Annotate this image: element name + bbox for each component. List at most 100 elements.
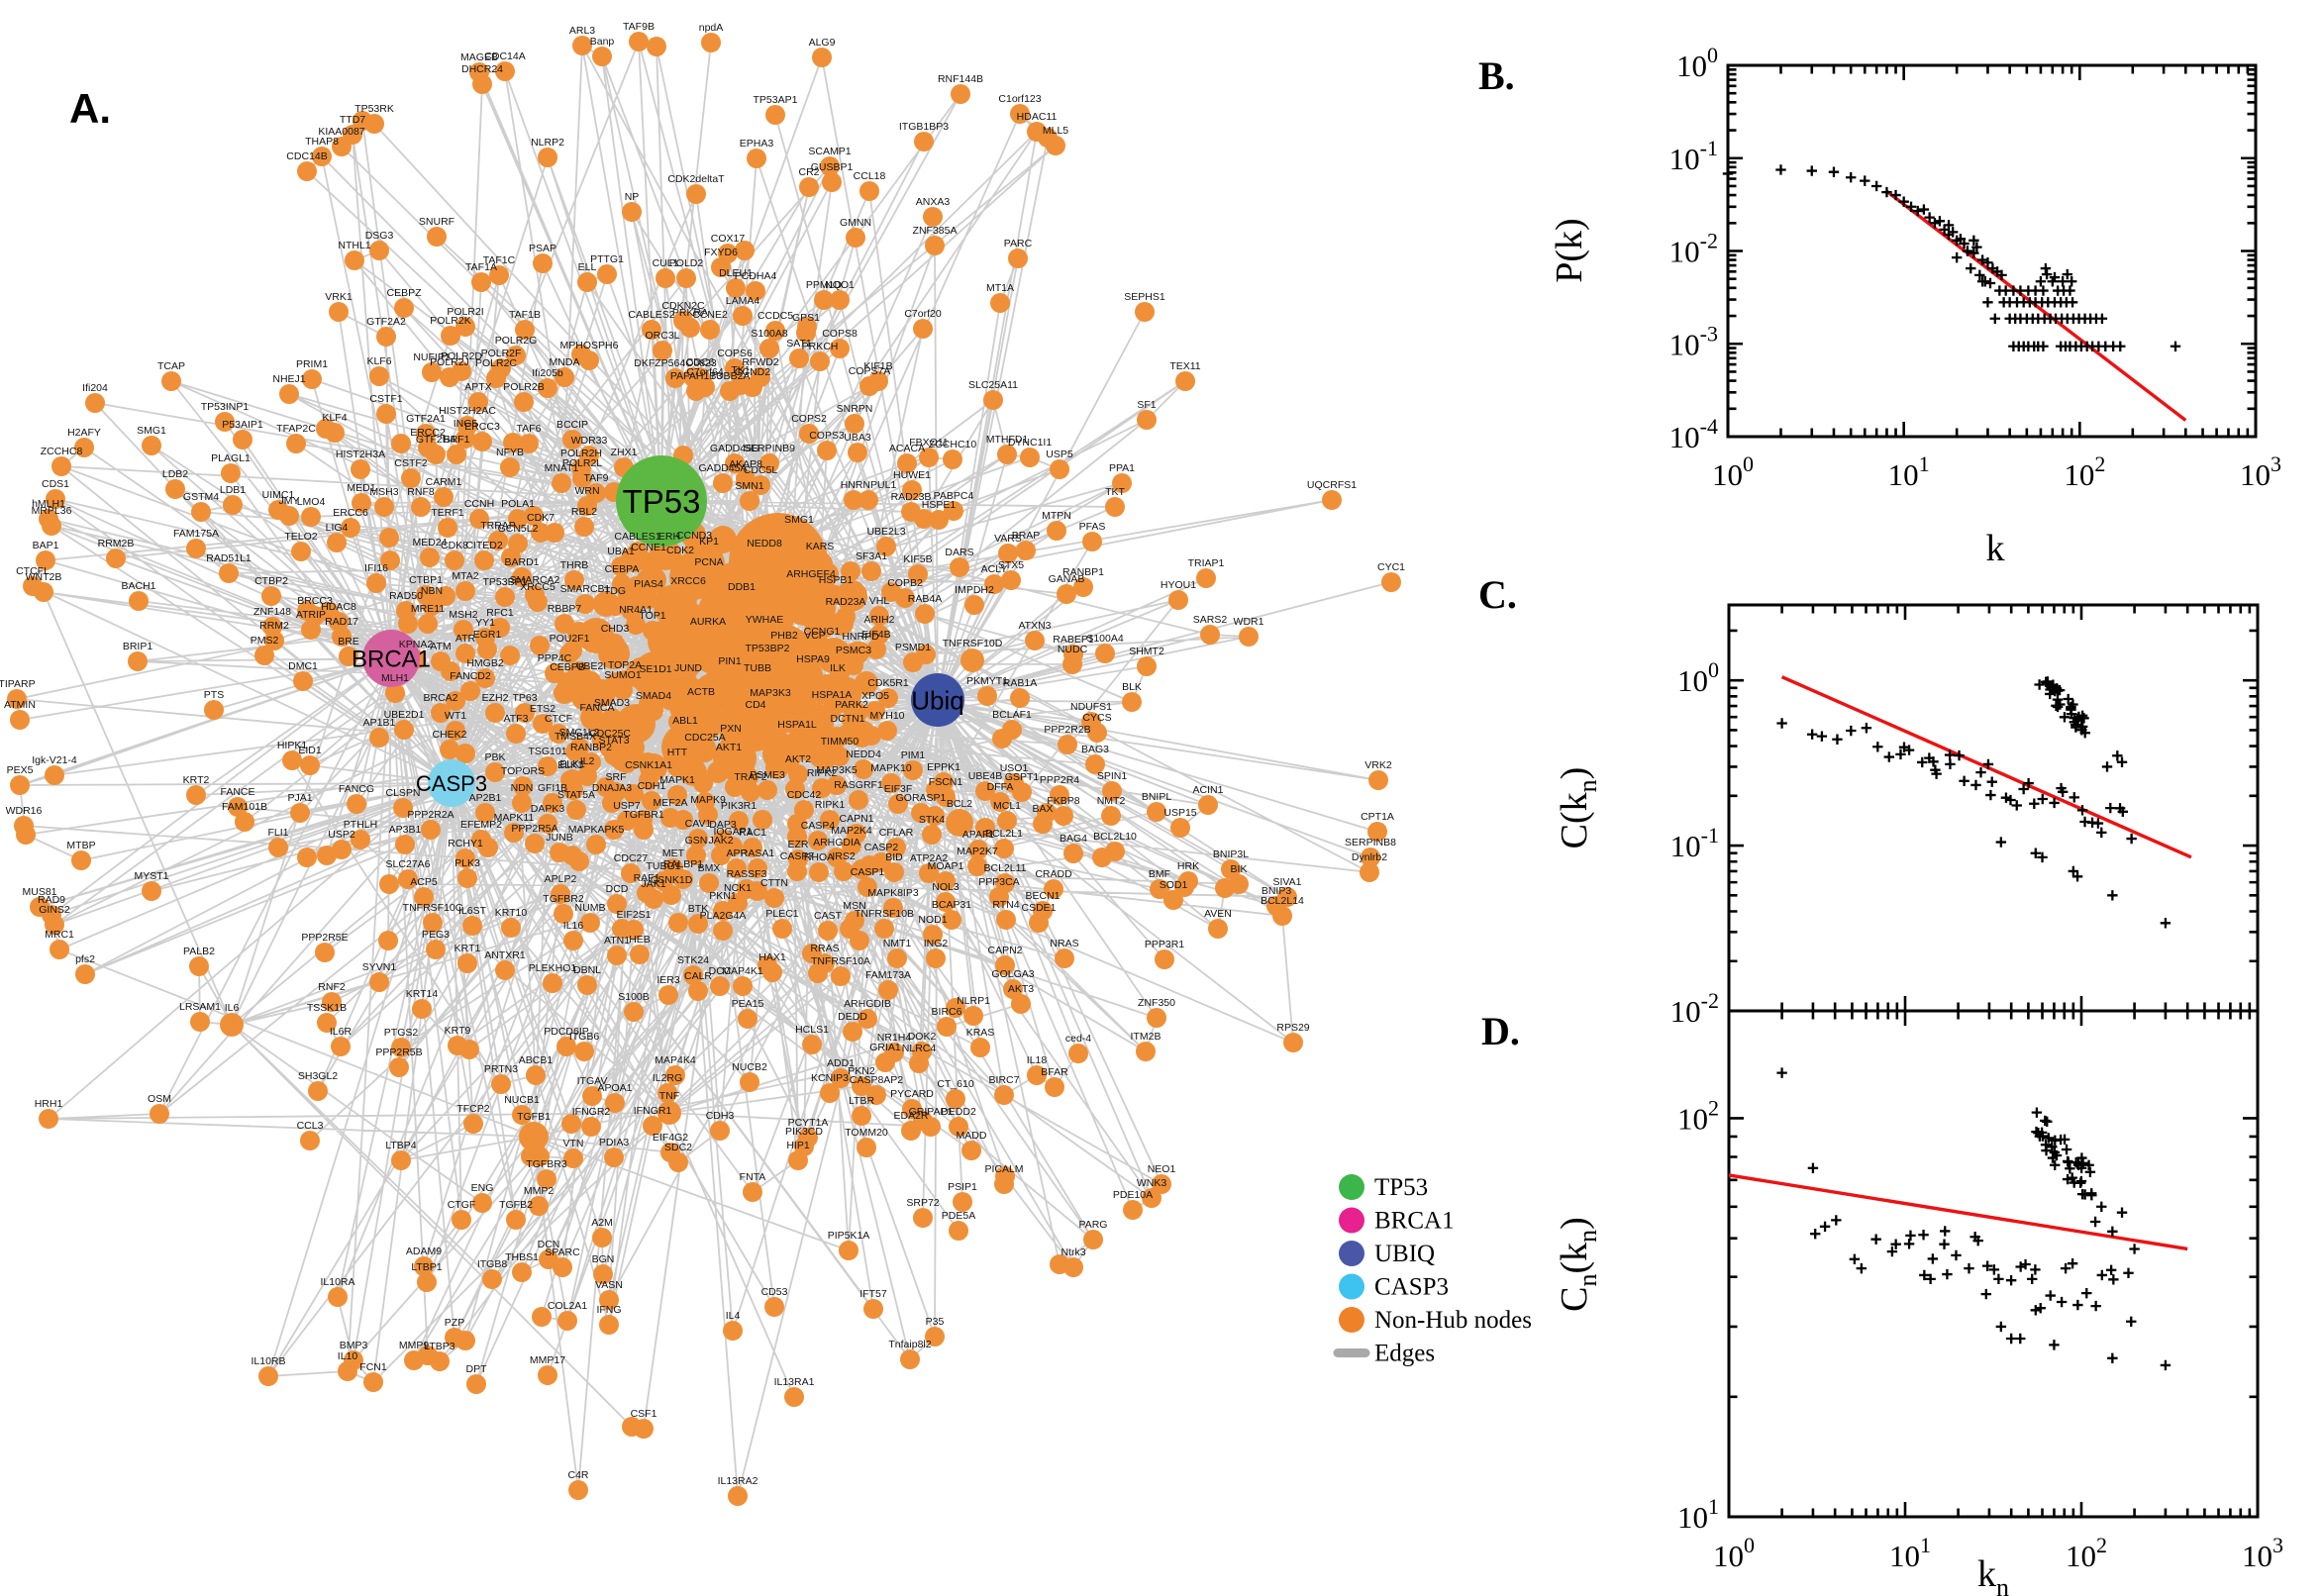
network-node[interactable]	[1152, 1174, 1171, 1194]
network-node[interactable]	[713, 473, 733, 493]
network-node[interactable]	[834, 861, 854, 881]
network-node[interactable]	[438, 518, 457, 538]
network-node[interactable]	[799, 579, 823, 603]
network-node[interactable]	[946, 998, 965, 1018]
network-node[interactable]	[758, 955, 777, 975]
network-node[interactable]	[528, 592, 548, 612]
network-node[interactable]	[670, 555, 690, 575]
network-node[interactable]	[725, 777, 745, 797]
network-node[interactable]	[638, 752, 657, 772]
network-node[interactable]	[994, 1085, 1014, 1105]
network-node[interactable]	[746, 710, 765, 730]
network-node[interactable]	[1046, 136, 1065, 155]
network-node[interactable]	[577, 975, 597, 995]
network-node[interactable]	[322, 992, 342, 1012]
network-node[interactable]	[810, 351, 830, 371]
network-node[interactable]	[623, 737, 645, 758]
network-node[interactable]	[7, 689, 27, 709]
network-node[interactable]	[459, 1040, 479, 1059]
network-node[interactable]	[1155, 949, 1174, 969]
network-node[interactable]	[1045, 1077, 1064, 1097]
network-node[interactable]	[426, 445, 446, 464]
network-node[interactable]	[727, 858, 747, 878]
network-node[interactable]	[500, 646, 520, 665]
network-node[interactable]	[1033, 814, 1053, 834]
network-node[interactable]	[506, 346, 526, 365]
network-node[interactable]	[711, 846, 731, 865]
network-node[interactable]	[554, 904, 573, 924]
network-node[interactable]	[919, 448, 939, 467]
network-node[interactable]	[1083, 1230, 1103, 1249]
network-node[interactable]	[968, 840, 988, 859]
network-node[interactable]	[759, 453, 779, 473]
network-node[interactable]	[412, 999, 432, 1019]
network-node[interactable]	[1137, 656, 1157, 676]
network-node[interactable]	[597, 264, 617, 284]
network-node[interactable]	[803, 664, 823, 684]
network-node[interactable]	[822, 172, 842, 192]
network-node[interactable]	[302, 369, 322, 389]
network-node[interactable]	[592, 47, 612, 66]
network-node[interactable]	[764, 1297, 784, 1317]
network-node[interactable]	[852, 1076, 871, 1096]
network-node[interactable]	[455, 848, 475, 868]
network-node[interactable]	[577, 272, 597, 292]
network-node[interactable]	[379, 528, 399, 548]
network-node[interactable]	[789, 349, 809, 368]
network-node[interactable]	[929, 510, 949, 530]
network-node[interactable]	[446, 721, 465, 741]
network-node[interactable]	[1198, 795, 1218, 815]
network-node[interactable]	[431, 703, 451, 723]
network-node[interactable]	[380, 550, 400, 570]
network-node[interactable]	[1085, 754, 1105, 774]
network-node[interactable]	[740, 1072, 759, 1092]
network-node[interactable]	[738, 1009, 758, 1029]
network-node[interactable]	[875, 1052, 895, 1072]
network-node[interactable]	[506, 1210, 526, 1230]
network-node[interactable]	[488, 531, 508, 550]
network-node[interactable]	[1360, 862, 1379, 882]
network-node[interactable]	[961, 1141, 981, 1160]
network-node[interactable]	[919, 863, 939, 883]
network-node[interactable]	[301, 620, 321, 640]
network-node[interactable]	[642, 791, 661, 811]
network-node[interactable]	[886, 838, 906, 857]
network-node[interactable]	[191, 502, 211, 522]
network-node[interactable]	[668, 913, 688, 933]
network-node[interactable]	[751, 475, 770, 495]
network-node[interactable]	[836, 580, 867, 612]
network-node[interactable]	[990, 293, 1010, 313]
network-node[interactable]	[710, 1121, 730, 1141]
network-node[interactable]	[787, 827, 807, 847]
network-node[interactable]	[895, 588, 915, 608]
network-node[interactable]	[673, 655, 695, 677]
network-node[interactable]	[887, 948, 907, 968]
network-node[interactable]	[572, 468, 592, 488]
network-node[interactable]	[788, 1150, 808, 1170]
network-node[interactable]	[667, 691, 687, 711]
network-node[interactable]	[233, 430, 252, 449]
network-node[interactable]	[215, 412, 235, 432]
network-node[interactable]	[787, 730, 807, 749]
network-node[interactable]	[332, 840, 352, 859]
network-node[interactable]	[831, 966, 851, 986]
network-node[interactable]	[418, 614, 438, 634]
network-node[interactable]	[519, 1122, 549, 1151]
network-node[interactable]	[440, 740, 459, 759]
network-node[interactable]	[223, 495, 243, 515]
network-node[interactable]	[543, 793, 562, 813]
network-node[interactable]	[808, 963, 828, 983]
network-node[interactable]	[317, 846, 337, 865]
network-node[interactable]	[581, 671, 601, 691]
network-node[interactable]	[788, 764, 808, 784]
network-node[interactable]	[748, 858, 767, 878]
network-node[interactable]	[345, 250, 364, 270]
network-node[interactable]	[1058, 735, 1077, 754]
network-node[interactable]	[820, 156, 840, 176]
network-node[interactable]	[462, 916, 482, 936]
network-node[interactable]	[915, 604, 935, 624]
network-node[interactable]	[913, 319, 933, 339]
network-node[interactable]	[814, 290, 834, 310]
network-node[interactable]	[841, 561, 860, 581]
network-node[interactable]	[286, 434, 306, 453]
